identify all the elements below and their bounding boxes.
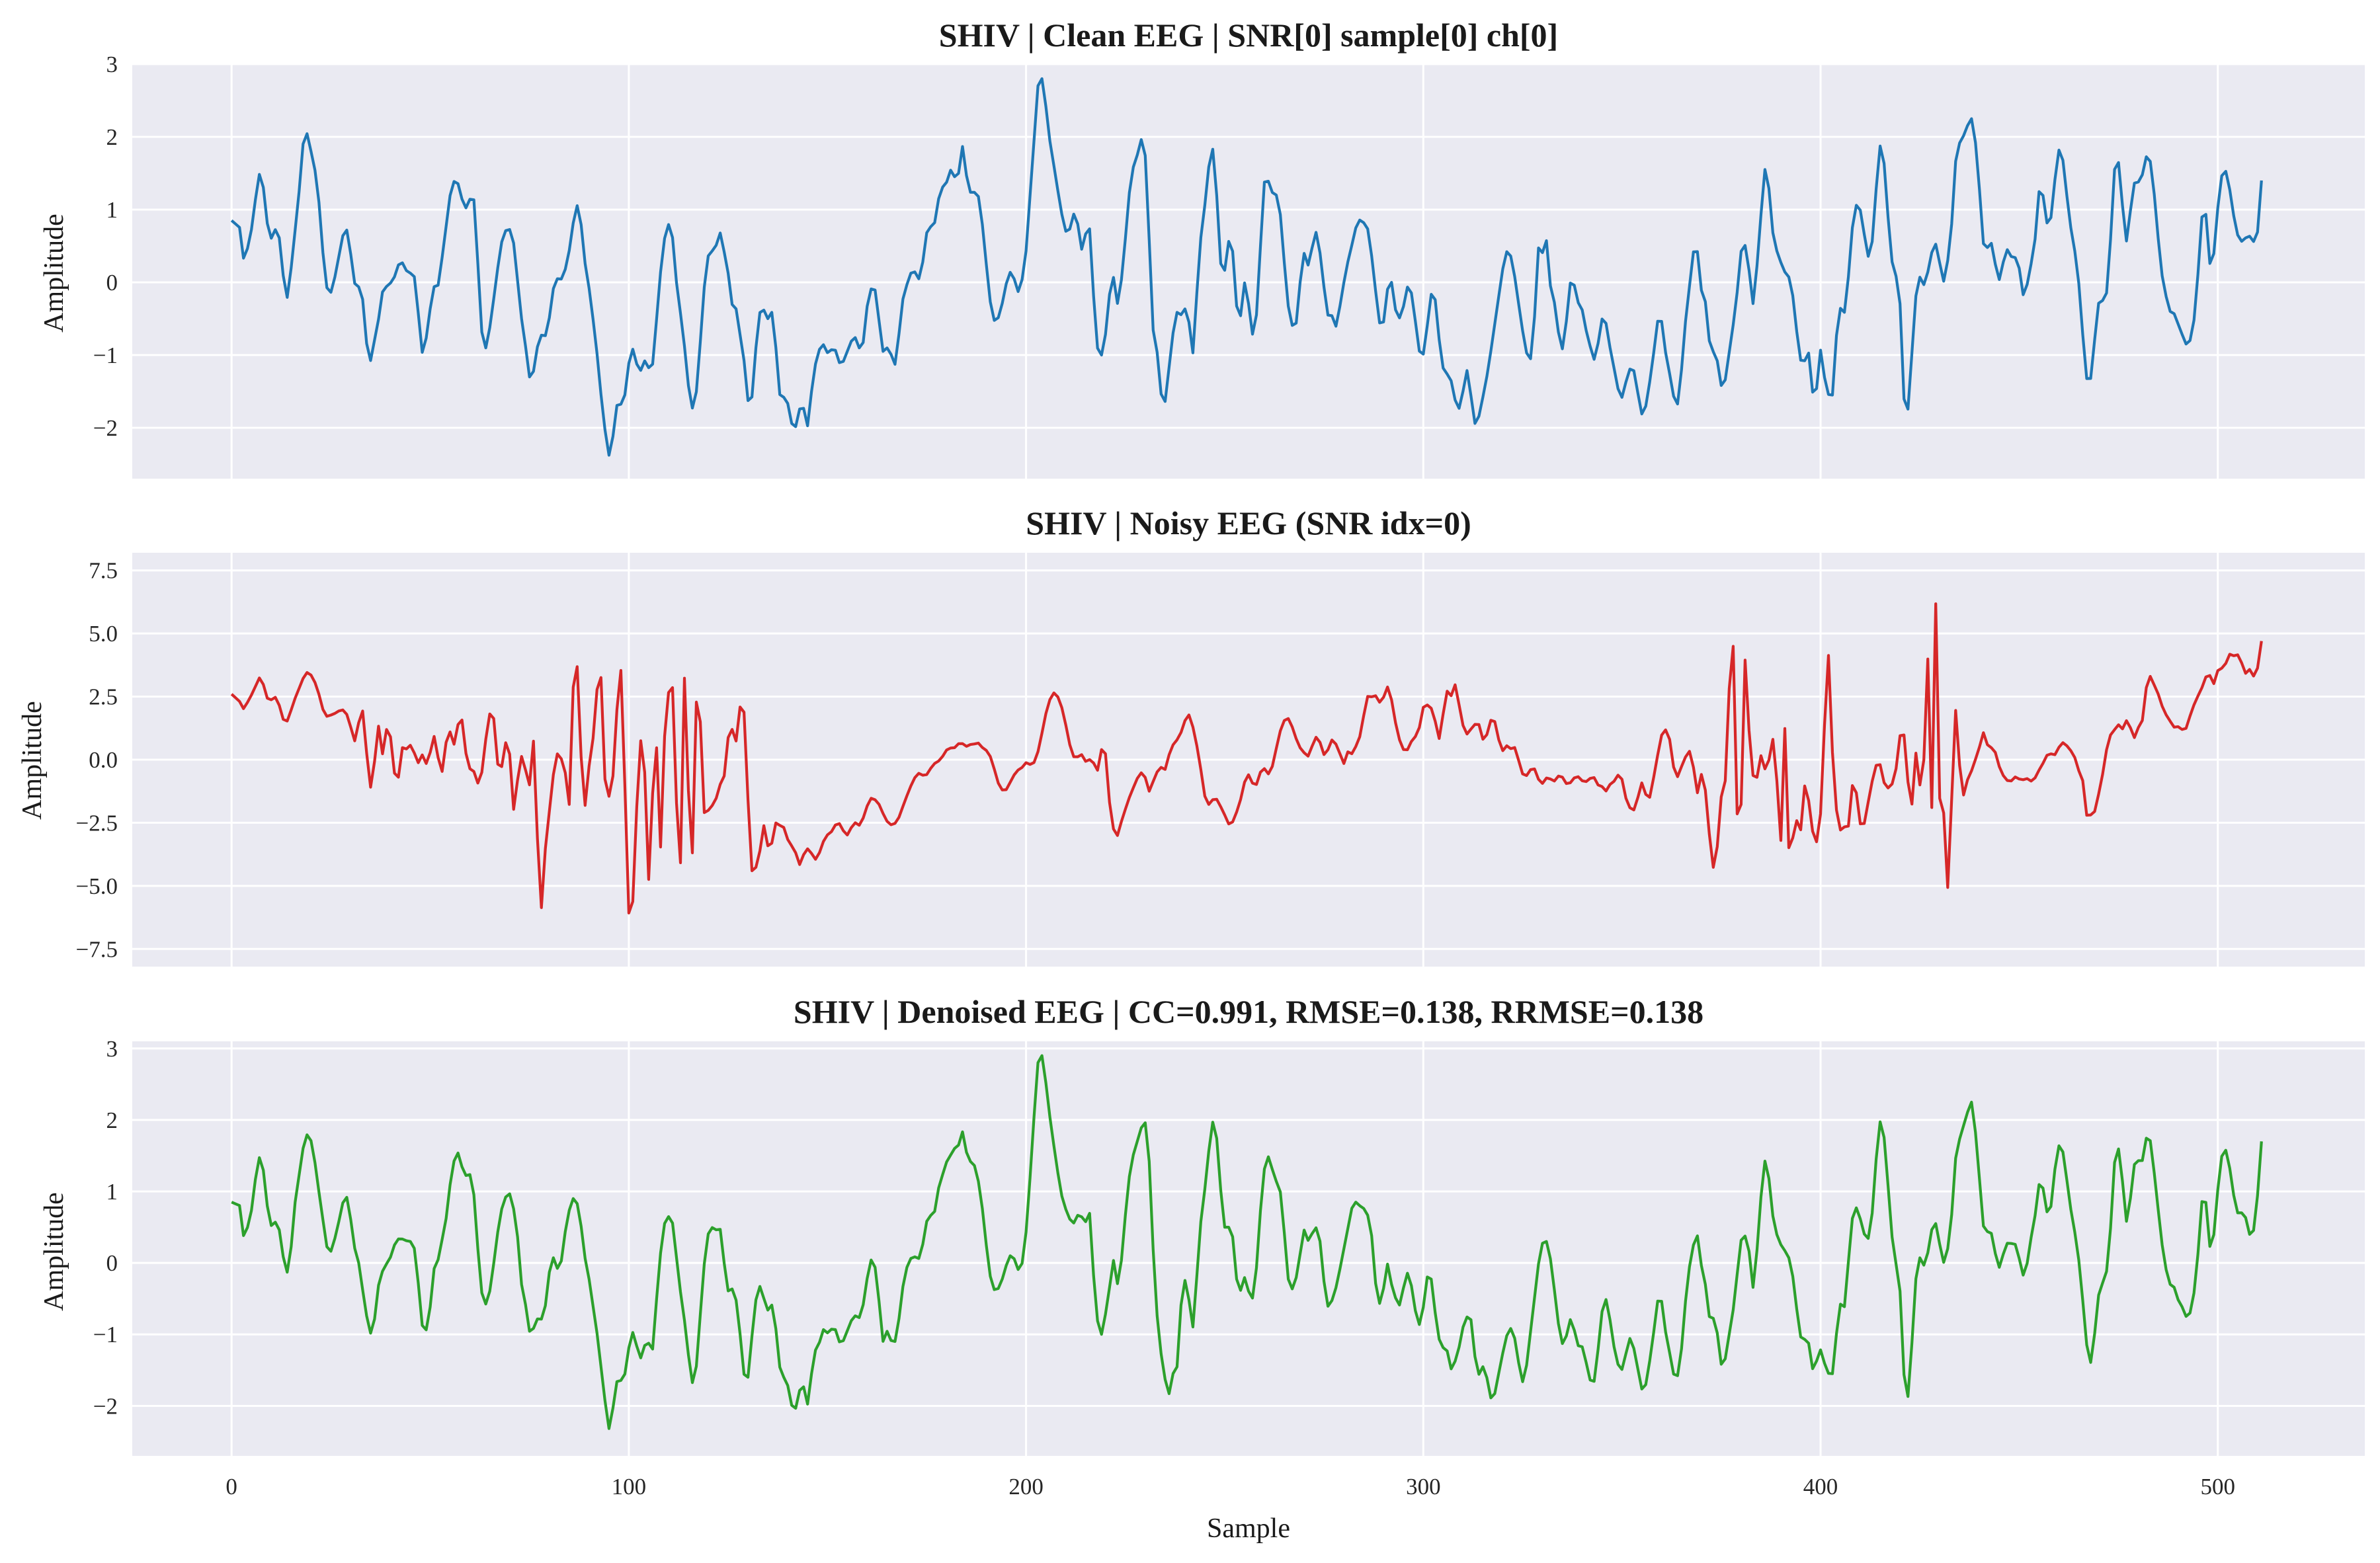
x-tick-label-500: 500 [2200, 1474, 2235, 1500]
clean-eeg-ytick-label-5: 3 [106, 52, 118, 77]
x-tick-label-100: 100 [612, 1474, 647, 1500]
noisy-eeg-ytick-label-2: −2.5 [76, 810, 118, 836]
clean-eeg-ylabel: Amplitude [39, 214, 69, 333]
clean-eeg-ytick-label-2: 0 [106, 270, 118, 296]
denoised-eeg-ytick-label-4: 2 [106, 1107, 118, 1133]
x-tick-label-200: 200 [1008, 1474, 1044, 1500]
denoised-eeg-ytick-label-2: 0 [106, 1250, 118, 1276]
x-axis-label: Sample [1207, 1513, 1290, 1544]
noisy-eeg-panel: SHIV | Noisy EEG (SNR idx=0) Amplitude −… [17, 504, 2365, 967]
x-tick-label-300: 300 [1406, 1474, 1441, 1500]
x-tick-label-400: 400 [1803, 1474, 1838, 1500]
denoised-eeg-panel: SHIV | Denoised EEG | CC=0.991, RMSE=0.1… [39, 993, 2365, 1544]
denoised-eeg-title: SHIV | Denoised EEG | CC=0.991, RMSE=0.1… [794, 993, 1703, 1030]
noisy-eeg-ytick-label-6: 7.5 [89, 558, 118, 584]
clean-eeg-title: SHIV | Clean EEG | SNR[0] sample[0] ch[0… [939, 17, 1558, 54]
clean-eeg-ytick-label-3: 1 [106, 197, 118, 223]
noisy-eeg-ytick-label-3: 0.0 [89, 747, 118, 773]
noisy-eeg-ytick-label-4: 2.5 [89, 684, 118, 710]
denoised-eeg-ytick-label-1: −1 [93, 1322, 118, 1347]
denoised-eeg-ytick-label-5: 3 [106, 1036, 118, 1062]
clean-eeg-panel: SHIV | Clean EEG | SNR[0] sample[0] ch[0… [39, 17, 2365, 479]
noisy-eeg-ylabel: Amplitude [17, 701, 48, 820]
noisy-eeg-title: SHIV | Noisy EEG (SNR idx=0) [1026, 504, 1471, 541]
denoised-eeg-signal-line [231, 1054, 2263, 1430]
x-tick-label-0: 0 [226, 1474, 237, 1500]
noisy-eeg-ytick-label-1: −5.0 [76, 873, 118, 899]
denoised-eeg-ylabel: Amplitude [39, 1192, 69, 1311]
noisy-eeg-ytick-label-5: 5.0 [89, 621, 118, 647]
denoised-eeg-ytick-label-3: 1 [106, 1179, 118, 1205]
noisy-eeg-ytick-label-0: −7.5 [76, 936, 118, 962]
clean-eeg-plot-area [132, 64, 2365, 479]
clean-eeg-signal-line [230, 77, 2263, 457]
clean-eeg-ytick-label-0: −2 [93, 415, 118, 441]
clean-eeg-ytick-label-4: 2 [106, 124, 118, 150]
clean-eeg-ytick-label-1: −1 [93, 342, 118, 368]
denoised-eeg-ytick-label-0: −2 [93, 1393, 118, 1419]
noisy-eeg-signal-line [230, 602, 2263, 915]
denoised-eeg-plot-area [132, 1041, 2365, 1456]
